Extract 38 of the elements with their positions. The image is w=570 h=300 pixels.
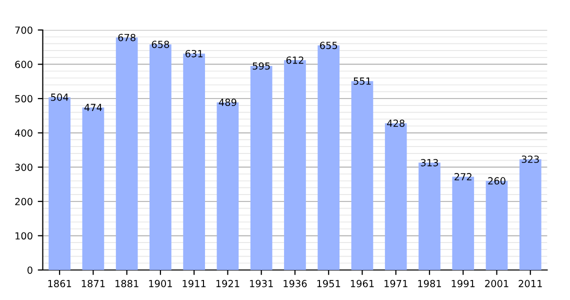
data-label: 678 <box>118 34 136 42</box>
data-label: 489 <box>218 98 236 106</box>
x-tick-label: 1991 <box>452 280 475 288</box>
data-label: 474 <box>84 104 102 112</box>
y-tick-label: 200 <box>15 198 32 206</box>
x-tick-label: 1901 <box>149 280 172 288</box>
y-tick-label: 0 <box>27 266 32 274</box>
x-tick-label: 1931 <box>250 280 273 288</box>
x-tick-label: 1921 <box>216 280 240 288</box>
data-label: 272 <box>454 173 472 180</box>
x-tick-label: 1981 <box>418 280 441 288</box>
data-label: 323 <box>522 156 539 163</box>
y-tick-label: 600 <box>15 60 32 68</box>
data-label: 551 <box>354 78 371 85</box>
data-label: 655 <box>320 42 338 50</box>
y-tick-label: 100 <box>16 232 32 240</box>
data-label: 595 <box>252 62 270 70</box>
x-tick-label: 1951 <box>317 280 340 288</box>
data-label: 658 <box>152 40 170 48</box>
data-label: 631 <box>185 50 202 58</box>
x-tick-label: 1961 <box>350 280 374 288</box>
x-tick-label: 1971 <box>384 280 408 288</box>
x-tick-label: 2001 <box>485 280 508 288</box>
y-tick-label: 300 <box>15 164 32 171</box>
x-tick-label: 2011 <box>518 280 542 288</box>
x-tick-label: 1871 <box>82 280 105 288</box>
data-label: 260 <box>488 177 506 185</box>
y-tick-label: 700 <box>15 26 32 34</box>
y-tick-label: 400 <box>14 129 32 137</box>
y-tick-label: 500 <box>15 95 32 102</box>
data-label: 612 <box>286 56 304 64</box>
x-tick-label: 1936 <box>284 280 307 288</box>
x-tick-label: 1861 <box>48 280 72 288</box>
data-label: 428 <box>387 120 404 127</box>
data-label: 504 <box>51 94 68 101</box>
x-tick-label: 1911 <box>182 280 206 288</box>
x-tick-label: 1881 <box>116 280 138 288</box>
data-label: 313 <box>420 159 438 166</box>
